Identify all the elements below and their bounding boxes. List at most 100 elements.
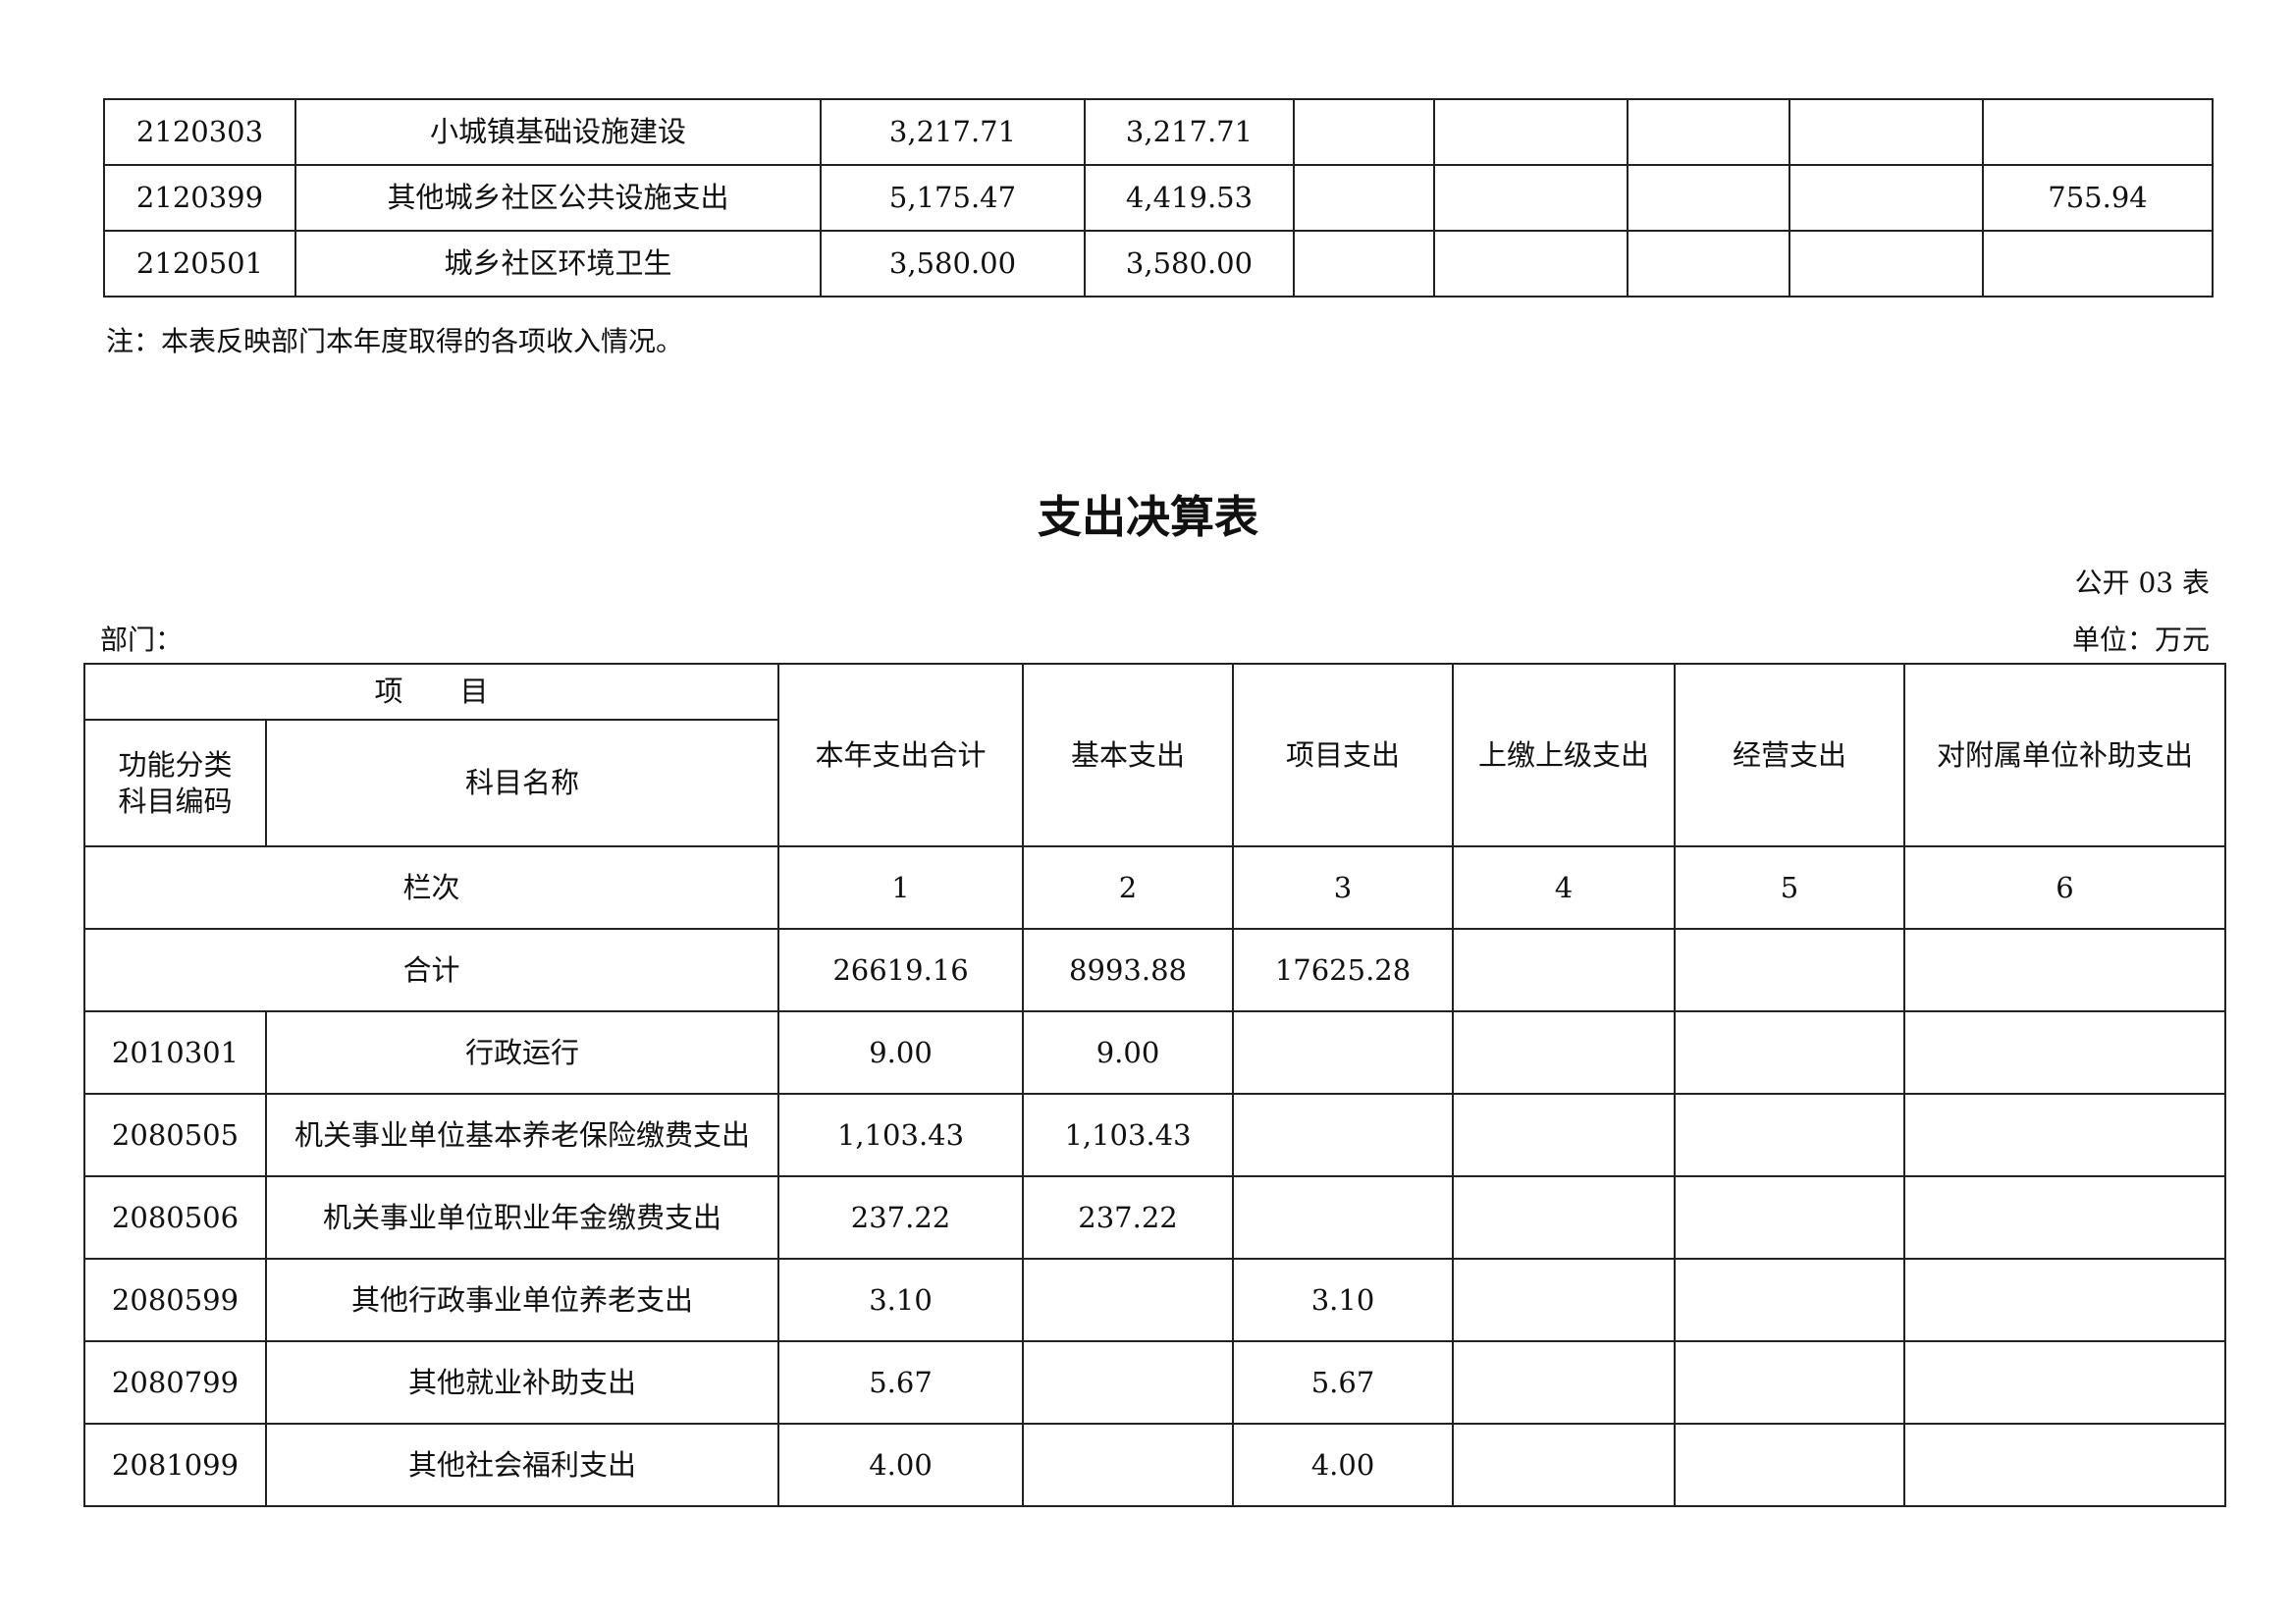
table-row: 2010301 行政运行 9.00 9.00 [83,1010,2227,1095]
cell-name: 行政运行 [264,1010,780,1095]
cell-value [1452,1423,1677,1507]
cell-name: 机关事业单位基本养老保险缴费支出 [264,1093,780,1177]
cell-c5 [1627,230,1790,298]
cell-value [1232,1010,1455,1095]
table-row: 2120501 城乡社区环境卫生 3,580.00 3,580.00 [103,230,2214,298]
cell-value [1452,1010,1677,1095]
header-col-1: 本年支出合计 [777,663,1025,847]
cell-value: 5.67 [777,1340,1025,1425]
column-index: 1 [777,845,1025,930]
total-value: 8993.88 [1022,928,1235,1012]
table-row: 2080599 其他行政事业单位养老支出 3.10 3.10 [83,1258,2227,1342]
total-value [1903,928,2227,1012]
cell-c7: 755.94 [1982,164,2214,232]
cell-value [1452,1258,1677,1342]
cell-name: 其他城乡社区公共设施支出 [294,164,822,232]
cell-c5 [1627,164,1790,232]
cell-code: 2120303 [103,98,296,166]
header-item: 项 目 [82,663,780,721]
cell-value [1903,1175,2227,1260]
cell-value [1674,1175,1906,1260]
cell-value [1022,1423,1235,1507]
cell-c7 [1982,230,2214,298]
cell-value [1452,1340,1677,1425]
cell-value: 4.00 [777,1423,1025,1507]
table-row: 2080506 机关事业单位职业年金缴费支出 237.22 237.22 [83,1175,2227,1260]
header-col-5: 经营支出 [1674,663,1906,847]
cell-value: 3.10 [1232,1258,1455,1342]
cell-value: 237.22 [1022,1175,1235,1260]
total-value: 26619.16 [777,928,1025,1012]
cell-value [1674,1423,1906,1507]
department-label: 部门： [100,623,184,656]
cell-value [1903,1010,2227,1095]
cell-c7 [1982,98,2214,166]
cell-value: 5.67 [1232,1340,1455,1425]
header-col-3: 项目支出 [1232,663,1455,847]
cell-value [1674,1093,1906,1177]
cell-value: 9.00 [1022,1010,1235,1095]
table-row: 2081099 其他社会福利支出 4.00 4.00 [83,1423,2227,1507]
table-row: 2120399 其他城乡社区公共设施支出 5,175.47 4,419.53 755.9… [103,164,2214,232]
table-number: 公开 03 表 [2074,567,2210,599]
cell-value [1022,1340,1235,1425]
cell-value: 3.10 [777,1258,1025,1342]
page-title: 支出决算表 [1037,491,1258,543]
cell-value [1674,1340,1906,1425]
cell-c5 [1627,98,1790,166]
cell-c1: 5,175.47 [820,164,1086,232]
cell-name: 其他就业补助支出 [264,1340,780,1425]
cell-code: 2010301 [83,1010,267,1095]
cell-c2: 3,580.00 [1084,230,1295,298]
cell-c3 [1293,164,1435,232]
total-value: 17625.28 [1232,928,1455,1012]
total-value [1452,928,1677,1012]
table-row: 2080505 机关事业单位基本养老保险缴费支出 1,103.43 1,103.43 [83,1093,2227,1177]
column-index: 2 [1022,845,1235,930]
total-row: 合计 26619.16 8993.88 17625.28 [82,928,2227,1012]
cell-value [1232,1175,1455,1260]
header-name: 科目名称 [264,719,780,847]
total-value [1674,928,1906,1012]
column-index: 6 [1903,845,2227,930]
cell-c4 [1433,98,1629,166]
cell-c4 [1433,230,1629,298]
cell-value [1903,1340,2227,1425]
cell-c1: 3,580.00 [820,230,1086,298]
total-label: 合计 [82,928,780,1012]
cell-name: 机关事业单位职业年金缴费支出 [264,1175,780,1260]
cell-value: 1,103.43 [1022,1093,1235,1177]
cell-value: 9.00 [777,1010,1025,1095]
cell-c2: 4,419.53 [1084,164,1295,232]
cell-c2: 3,217.71 [1084,98,1295,166]
cell-value [1903,1093,2227,1177]
cell-c6 [1789,230,1984,298]
header-col-4: 上缴上级支出 [1452,663,1677,847]
cell-code: 2080506 [83,1175,267,1260]
cell-name: 小城镇基础设施建设 [294,98,822,166]
income-table-note: 注：本表反映部门本年度取得的各项收入情况。 [106,325,684,357]
cell-value: 1,103.43 [777,1093,1025,1177]
cell-code: 2081099 [83,1423,267,1507]
cell-value [1674,1010,1906,1095]
cell-name: 城乡社区环境卫生 [294,230,822,298]
cell-c4 [1433,164,1629,232]
cell-value [1452,1093,1677,1177]
expenditure-table: 项 目 本年支出合计 基本支出 项目支出 上缴上级支出 经营支出 对附属单位补助… [82,663,2227,1507]
cell-c6 [1789,164,1984,232]
cell-code: 2080505 [83,1093,267,1177]
cell-name: 其他社会福利支出 [264,1423,780,1507]
cell-c3 [1293,230,1435,298]
cell-value [1674,1258,1906,1342]
cell-c6 [1789,98,1984,166]
cell-value: 237.22 [777,1175,1025,1260]
cell-value [1903,1258,2227,1342]
cell-code: 2120501 [103,230,296,298]
cell-name: 其他行政事业单位养老支出 [264,1258,780,1342]
header-col-6: 对附属单位补助支出 [1903,663,2227,847]
column-index: 5 [1674,845,1906,930]
cell-value [1232,1093,1455,1177]
cell-value [1452,1175,1677,1260]
cell-code: 2080599 [83,1258,267,1342]
cell-value [1903,1423,2227,1507]
